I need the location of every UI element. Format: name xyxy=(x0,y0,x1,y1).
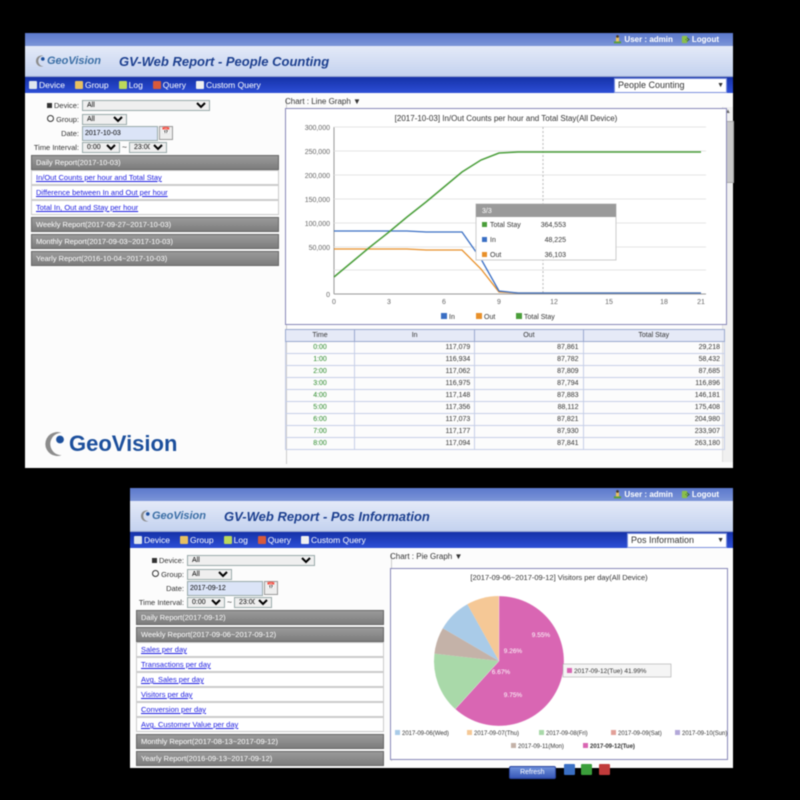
svg-text:150,000: 150,000 xyxy=(305,197,330,204)
svg-text:2017-09-11(Mon): 2017-09-11(Mon) xyxy=(518,744,564,750)
svg-text:0: 0 xyxy=(326,292,330,299)
svg-text:2017-09-12(Tue) 41.99%: 2017-09-12(Tue) 41.99% xyxy=(574,668,647,675)
svg-text:12: 12 xyxy=(550,299,558,306)
svg-text:9.26%: 9.26% xyxy=(504,648,523,655)
svg-text:In: In xyxy=(449,314,455,321)
svg-text:[2017-09-06~2017-09-12] Visito: [2017-09-06~2017-09-12] Visitors per day… xyxy=(470,573,648,582)
svg-text:250,000: 250,000 xyxy=(305,149,330,156)
svg-text:36,103: 36,103 xyxy=(545,252,567,259)
svg-text:6: 6 xyxy=(442,299,446,306)
svg-text:3: 3 xyxy=(387,299,391,306)
svg-text:2017-09-06(Wed): 2017-09-06(Wed) xyxy=(402,731,449,737)
svg-text:100,000: 100,000 xyxy=(305,221,330,228)
svg-text:2017-09-09(Sat): 2017-09-09(Sat) xyxy=(618,731,662,737)
svg-text:300,000: 300,000 xyxy=(305,125,330,132)
svg-text:18: 18 xyxy=(660,299,668,306)
svg-text:9.55%: 9.55% xyxy=(532,632,551,639)
svg-text:48,225: 48,225 xyxy=(545,237,567,244)
svg-text:9.75%: 9.75% xyxy=(504,692,523,699)
svg-text:364,553: 364,553 xyxy=(541,222,566,229)
svg-text:Out: Out xyxy=(484,314,495,321)
svg-text:3/3: 3/3 xyxy=(482,208,492,215)
svg-text:6.67%: 6.67% xyxy=(492,669,511,676)
svg-text:21: 21 xyxy=(697,299,705,306)
svg-text:15: 15 xyxy=(605,299,613,306)
svg-text:2017-09-10(Sun): 2017-09-10(Sun) xyxy=(682,731,727,737)
svg-text:Out: Out xyxy=(490,252,501,259)
svg-text:2017-09-07(Thu): 2017-09-07(Thu) xyxy=(474,731,519,737)
svg-text:9: 9 xyxy=(497,299,501,306)
svg-text:2017-09-08(Fri): 2017-09-08(Fri) xyxy=(546,731,588,737)
svg-text:0: 0 xyxy=(332,299,336,306)
svg-text:Total Stay: Total Stay xyxy=(490,222,521,229)
svg-text:Total Stay: Total Stay xyxy=(524,314,555,321)
svg-text:50,000: 50,000 xyxy=(309,245,331,252)
svg-text:In: In xyxy=(490,237,496,244)
svg-text:[2017-10-03] In/Out Counts per: [2017-10-03] In/Out Counts per hour and … xyxy=(395,114,618,123)
svg-text:2017-09-12(Tue): 2017-09-12(Tue) xyxy=(590,744,635,750)
svg-text:200,000: 200,000 xyxy=(305,173,330,180)
